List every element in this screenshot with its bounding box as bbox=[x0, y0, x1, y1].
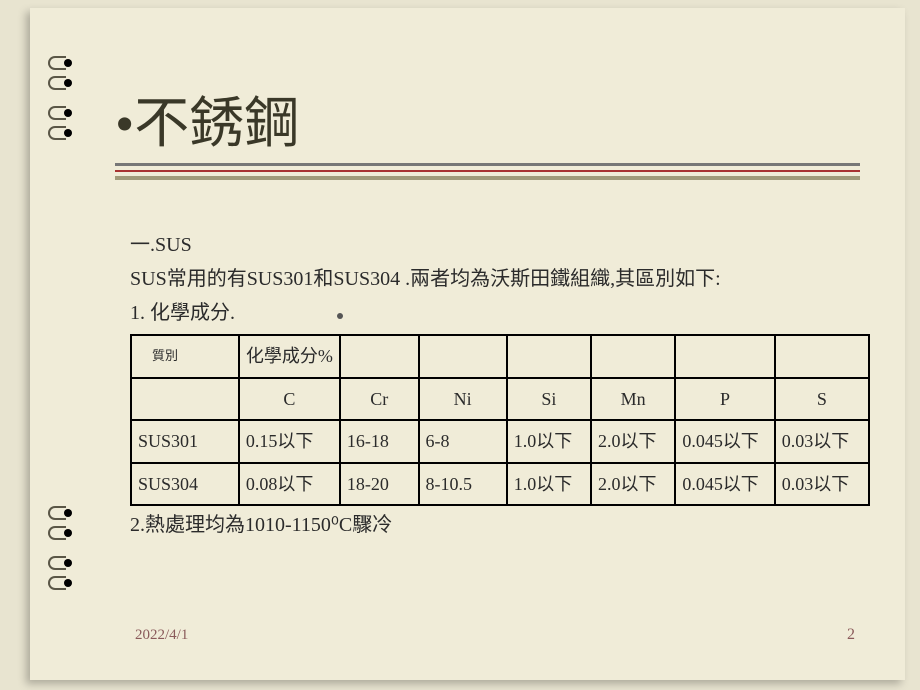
table-row: SUS304 0.08以下 18-20 8-10.5 1.0以下 2.0以下 0… bbox=[131, 463, 869, 506]
th-blank bbox=[675, 335, 774, 378]
th-cr: Cr bbox=[340, 378, 419, 421]
table-header-row-1: 質別 化學成分% bbox=[131, 335, 869, 378]
th-blank bbox=[419, 335, 507, 378]
composition-table: 質別 化學成分% C Cr Ni Si Mn P bbox=[130, 334, 870, 506]
table-row: SUS301 0.15以下 16-18 6-8 1.0以下 2.0以下 0.04… bbox=[131, 420, 869, 463]
point-2: 2.熱處理均為1010-1150⁰C驟冷 bbox=[130, 508, 845, 542]
slide-title: •不銹鋼 bbox=[115, 93, 299, 154]
th-blank bbox=[340, 335, 419, 378]
point-1: 1. 化學成分. bbox=[130, 296, 845, 330]
th-s: S bbox=[775, 378, 869, 421]
th-si: Si bbox=[507, 378, 591, 421]
td-ni: 8-10.5 bbox=[419, 463, 507, 506]
td-si: 1.0以下 bbox=[507, 463, 591, 506]
footer-date: 2022/4/1 bbox=[135, 627, 188, 644]
td-name: SUS301 bbox=[131, 420, 239, 463]
table-header-row-2: C Cr Ni Si Mn P S bbox=[131, 378, 869, 421]
intro-text: SUS常用的有SUS301和SUS304 .兩者均為沃斯田鐵組織,其區別如下: bbox=[130, 262, 845, 296]
td-c: 0.08以下 bbox=[239, 463, 340, 506]
th-p: P bbox=[675, 378, 774, 421]
th-blank bbox=[591, 335, 675, 378]
td-s: 0.03以下 bbox=[775, 420, 869, 463]
td-mn: 2.0以下 bbox=[591, 420, 675, 463]
content-area: 一.SUS SUS常用的有SUS301和SUS304 .兩者均為沃斯田鐵組織,其… bbox=[30, 188, 905, 542]
bullet-dot-icon bbox=[337, 313, 343, 319]
divider-bottom bbox=[115, 176, 860, 180]
td-c: 0.15以下 bbox=[239, 420, 340, 463]
td-cr: 16-18 bbox=[340, 420, 419, 463]
th-mn: Mn bbox=[591, 378, 675, 421]
th-material: 質別 bbox=[131, 335, 239, 378]
slide-container: •不銹鋼 一.SUS SUS常用的有SUS301和SUS304 .兩者均為沃斯田… bbox=[30, 8, 905, 680]
th-blank bbox=[775, 335, 869, 378]
td-si: 1.0以下 bbox=[507, 420, 591, 463]
divider-top bbox=[115, 163, 860, 166]
td-mn: 2.0以下 bbox=[591, 463, 675, 506]
td-p: 0.045以下 bbox=[675, 420, 774, 463]
title-area: •不銹鋼 bbox=[30, 8, 905, 188]
td-name: SUS304 bbox=[131, 463, 239, 506]
td-s: 0.03以下 bbox=[775, 463, 869, 506]
footer-page-number: 2 bbox=[847, 626, 855, 644]
th-empty bbox=[131, 378, 239, 421]
th-c: C bbox=[239, 378, 340, 421]
divider-mid bbox=[115, 170, 860, 172]
td-p: 0.045以下 bbox=[675, 463, 774, 506]
td-cr: 18-20 bbox=[340, 463, 419, 506]
composition-table-wrap: 質別 化學成分% C Cr Ni Si Mn P bbox=[130, 334, 845, 506]
section-label: 一.SUS bbox=[130, 228, 845, 262]
th-composition: 化學成分% bbox=[239, 335, 340, 378]
th-ni: Ni bbox=[419, 378, 507, 421]
td-ni: 6-8 bbox=[419, 420, 507, 463]
th-blank bbox=[507, 335, 591, 378]
